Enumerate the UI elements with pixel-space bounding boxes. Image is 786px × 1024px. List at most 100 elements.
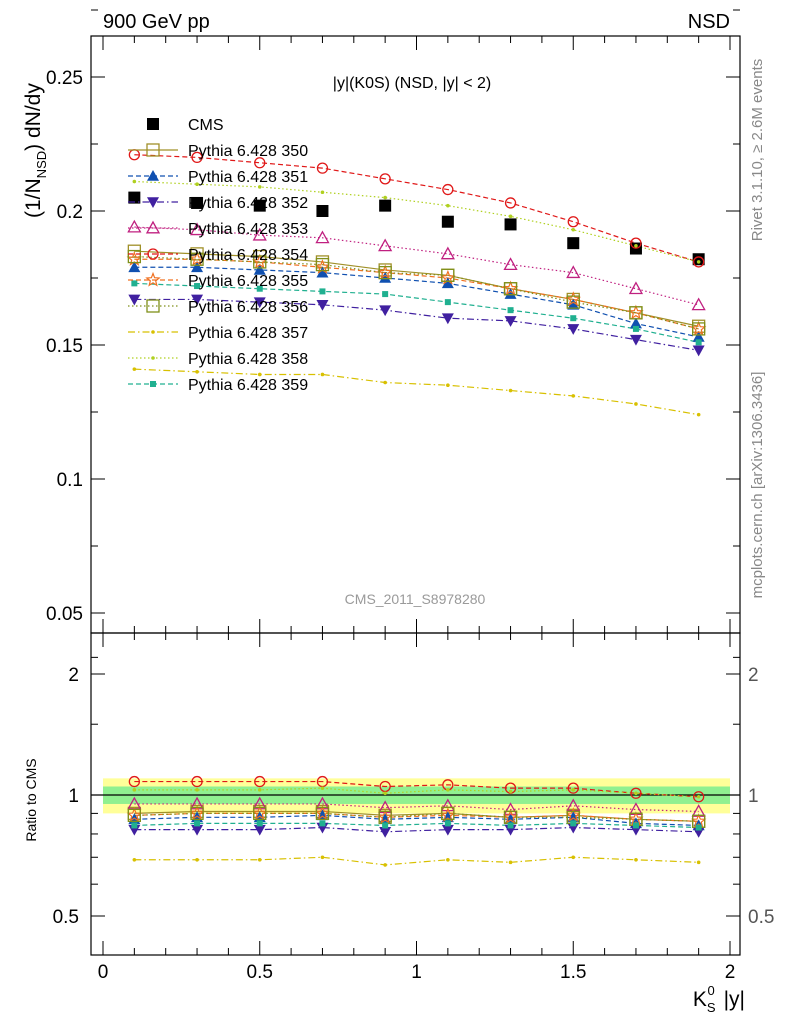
ratio-frame <box>90 632 741 956</box>
main-point-7 <box>441 268 455 282</box>
ratio-point-5 <box>314 805 331 821</box>
ratio-series-line-9 <box>134 822 699 829</box>
series-lines <box>134 154 699 866</box>
ratio-point-3 <box>315 796 330 810</box>
main-point-9 <box>320 190 325 195</box>
main-point-10 <box>194 283 201 290</box>
main-point-8 <box>571 394 576 398</box>
ratio-ytick-label-right: 0.5 <box>748 907 774 928</box>
main-point-6 <box>628 304 644 320</box>
ratio-point-7 <box>257 857 262 862</box>
main-point-2 <box>504 288 517 299</box>
ratio-point-7 <box>508 860 513 865</box>
ratio-point-4 <box>567 782 579 794</box>
main-point-8 <box>320 372 325 377</box>
ratio-series-line-2 <box>134 826 699 833</box>
ratio-point-7 <box>696 860 701 865</box>
legend-marker <box>146 143 160 157</box>
main-point-10 <box>507 307 514 314</box>
main-series-line-10 <box>134 282 699 343</box>
ratio-point-4 <box>191 775 203 788</box>
chart-title: |y|(K0S) (NSD, |y| < 2) <box>333 75 491 92</box>
ratio-point-6 <box>253 806 267 821</box>
main-point-2 <box>191 261 204 273</box>
main-series-line-7 <box>134 255 699 330</box>
xtick-label: 1 <box>411 962 422 983</box>
ratio-point-2 <box>191 824 204 836</box>
main-point-0 <box>128 191 141 204</box>
legend-marker <box>151 356 155 360</box>
ratio-point-9 <box>319 820 326 827</box>
main-point-7 <box>629 306 643 320</box>
ratio-point-2 <box>379 826 392 838</box>
main-point-3 <box>128 294 141 306</box>
main-point-7 <box>253 255 267 269</box>
ratio-point-7 <box>195 857 199 862</box>
main-point-9 <box>571 227 576 232</box>
ratio-point-9 <box>507 822 514 829</box>
main-point-2 <box>629 317 642 329</box>
main-point-8 <box>634 402 638 406</box>
analysis-watermark: CMS_2011_S8978280 <box>345 591 486 607</box>
main-point-8 <box>195 370 199 374</box>
ratio-point-4 <box>128 775 141 788</box>
main-point-3 <box>191 294 204 306</box>
main-point-3 <box>692 345 705 357</box>
legend-label: Pythia 6.428 358 <box>188 351 308 368</box>
main-point-7 <box>503 282 518 296</box>
ratio-point-5 <box>628 811 644 826</box>
main-point-4 <box>127 219 142 233</box>
legend-marker <box>147 170 159 181</box>
ratio-point-7 <box>320 855 325 860</box>
main-point-3 <box>441 313 454 325</box>
main-point-0 <box>253 199 266 212</box>
ratio-point-3 <box>566 798 581 812</box>
ratio-ytick-label: 1 <box>68 786 79 807</box>
ratio-point-6 <box>190 806 204 821</box>
rivet-label: Rivet 3.1.10, ≥ 2.6M events <box>749 59 766 242</box>
main-point-9 <box>257 185 262 189</box>
ratio-point-6 <box>127 808 142 822</box>
main-point-6 <box>189 251 205 266</box>
main-point-5 <box>693 256 705 268</box>
main-point-2 <box>692 330 705 342</box>
ratio-point-9 <box>444 820 451 827</box>
xtick-label: 2 <box>725 962 736 983</box>
ratio-point-5 <box>565 807 581 822</box>
main-point-9 <box>383 195 387 200</box>
ratio-ytick-label-right: 2 <box>748 665 759 686</box>
main-point-8 <box>132 367 137 371</box>
main-ytick-label: 0.2 <box>57 202 83 223</box>
ratio-point-7 <box>634 857 638 862</box>
legend-marker <box>150 381 156 387</box>
ratio-point-8 <box>571 788 576 792</box>
main-point-4 <box>378 238 393 252</box>
ratio-point-6 <box>441 806 455 821</box>
main-ylabel: (1/NNSD) dN/dy <box>22 83 49 218</box>
main-point-5 <box>630 237 642 249</box>
main-point-5 <box>567 216 579 228</box>
ratio-point-5 <box>502 809 519 824</box>
main-point-6 <box>377 264 393 280</box>
main-point-3 <box>567 324 580 335</box>
ratio-series-line-1 <box>134 814 699 827</box>
ratio-point-8 <box>132 788 137 792</box>
main-point-7 <box>127 249 142 264</box>
main-ytick-label: 0.15 <box>46 336 83 357</box>
xtick-label: 0 <box>98 962 109 983</box>
main-point-8 <box>257 372 262 377</box>
main-point-3 <box>379 305 392 317</box>
ratio-series-line-4 <box>134 780 699 798</box>
legend-marker <box>147 248 159 260</box>
main-point-0 <box>191 196 204 209</box>
ratio-bands <box>91 778 740 814</box>
xtick-label: 1.5 <box>560 962 586 983</box>
legend-label: Pythia 6.428 351 <box>188 169 308 186</box>
main-point-7 <box>190 252 204 266</box>
main-point-3 <box>504 316 517 327</box>
main-point-4 <box>189 222 205 236</box>
ratio-point-3 <box>440 798 455 812</box>
main-point-10 <box>444 299 451 306</box>
main-ytick-label: 0.1 <box>57 470 83 491</box>
